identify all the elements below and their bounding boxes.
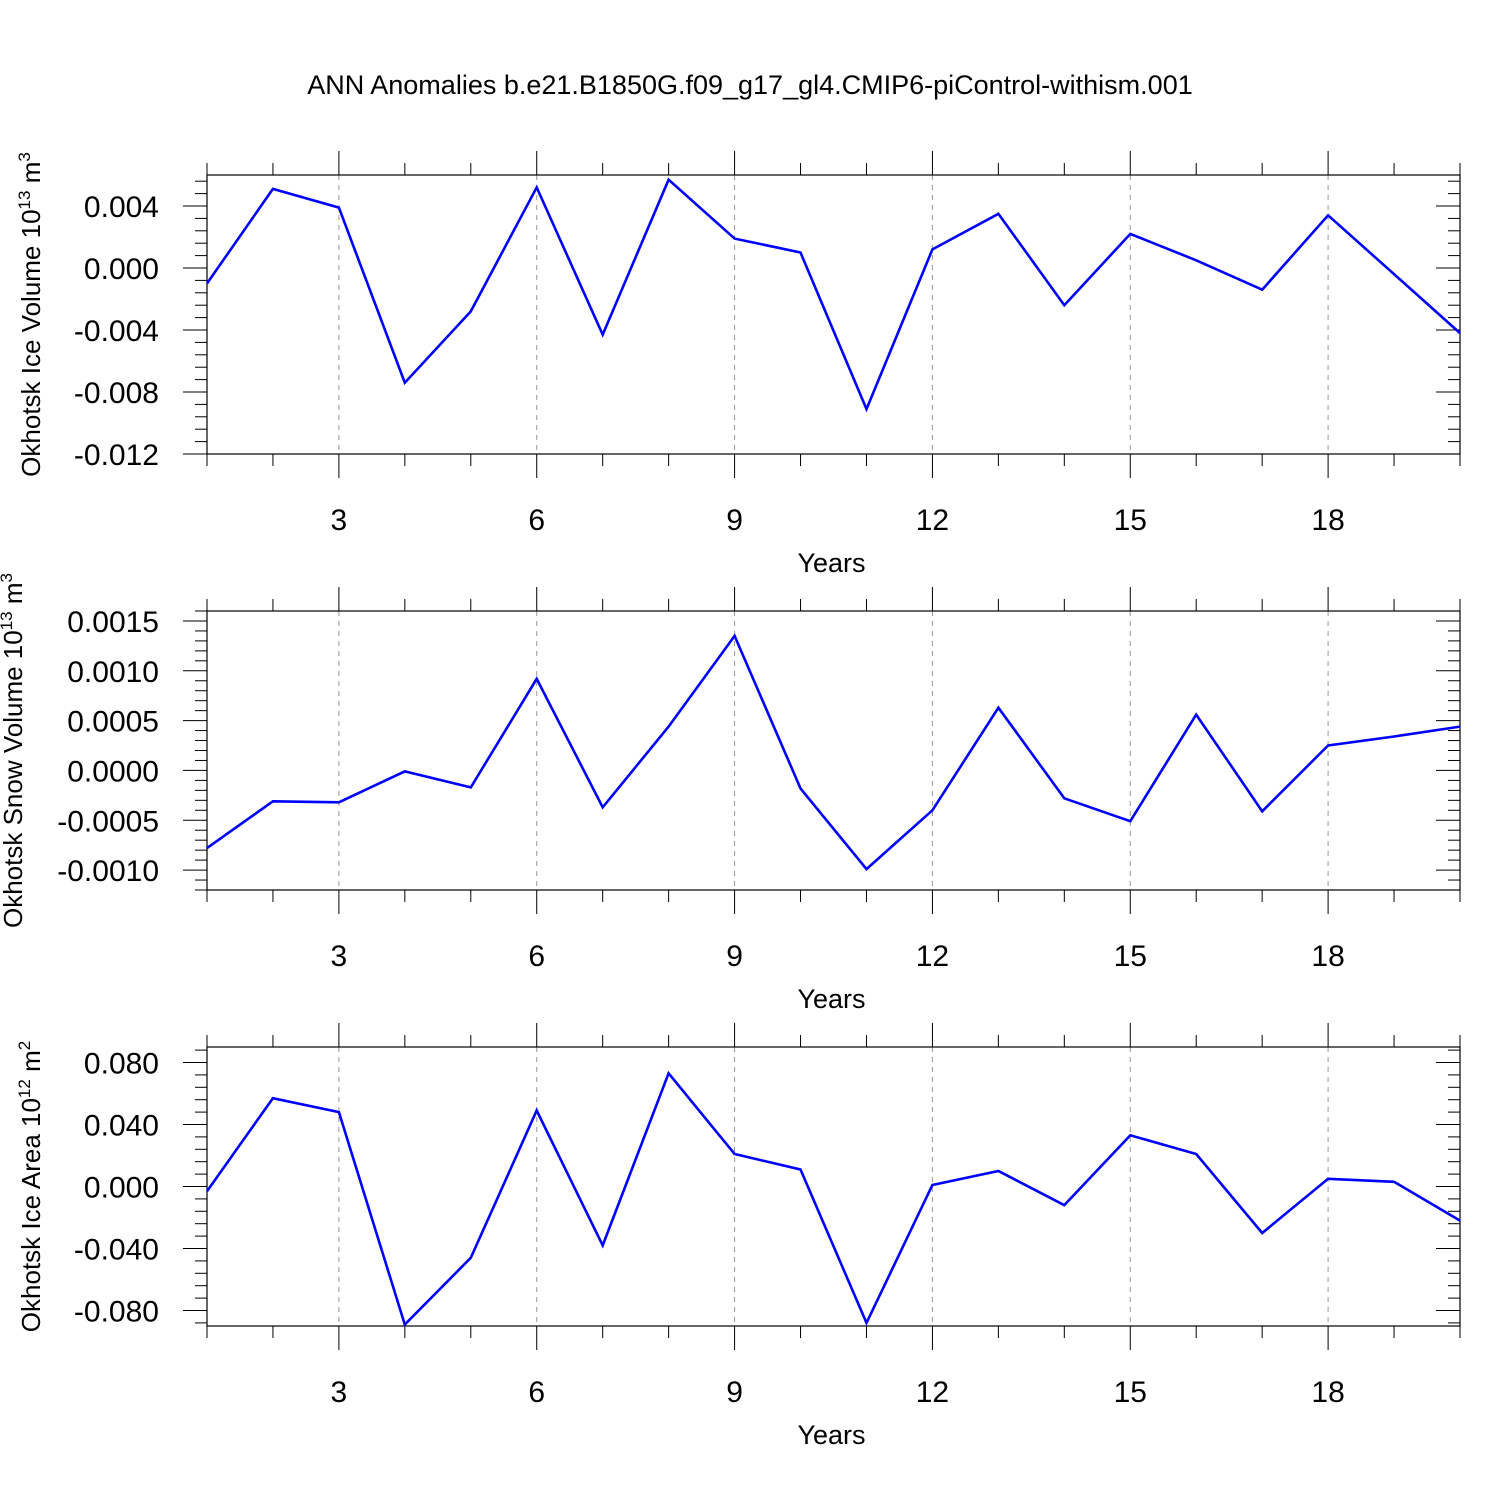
x-axis-label: Years (797, 984, 865, 1014)
series-line (207, 636, 1460, 869)
x-tick-label: 18 (1311, 504, 1344, 537)
y-tick-label: 0.040 (84, 1110, 159, 1143)
y-axis-label-part: Okhotsk Snow Volume 10 (0, 630, 28, 928)
series-line (207, 1073, 1460, 1324)
y-tick-label: 0.0015 (67, 606, 159, 639)
x-tick-label: 9 (726, 504, 743, 537)
figure-title: ANN Anomalies b.e21.B1850G.f09_g17_gl4.C… (0, 70, 1500, 101)
plot-frame (207, 175, 1460, 454)
plot-frame (207, 611, 1460, 890)
y-axis-label-superscript: 13 (15, 191, 34, 210)
y-tick-label: 0.0000 (67, 755, 159, 788)
x-tick-label: 6 (528, 1376, 545, 1409)
x-tick-label: 6 (528, 940, 545, 973)
x-tick-label: 18 (1311, 940, 1344, 973)
x-tick-label: 15 (1114, 940, 1147, 973)
y-axis-label-part: m (16, 162, 46, 191)
y-tick-label: -0.040 (74, 1234, 159, 1267)
y-axis-label-part: Okhotsk Ice Volume 10 (16, 209, 46, 476)
x-tick-label: 15 (1114, 504, 1147, 537)
y-axis-label-superscript: 3 (0, 573, 16, 582)
y-tick-label: -0.008 (74, 377, 159, 410)
y-tick-label: 0.0010 (67, 656, 159, 689)
plot-frame (207, 1047, 1460, 1326)
x-axis-label: Years (797, 548, 865, 578)
y-tick-label: 0.080 (84, 1048, 159, 1081)
chart-panel-3: 3 6 9 12 15 18 Years -0.080 -0.040 0.000 0.040 0.08… (15, 1023, 1460, 1450)
x-tick-label: 15 (1114, 1376, 1147, 1409)
y-axis-label-superscript: 3 (15, 152, 34, 161)
x-tick-label: 12 (916, 504, 949, 537)
series-line (207, 180, 1460, 409)
chart-panel-1: 3 6 9 12 15 18 Years -0.012 -0.008 -0.004 0.000 0.0… (15, 151, 1460, 578)
x-tick-label: 18 (1311, 1376, 1344, 1409)
y-axis-label-part: Okhotsk Ice Area 10 (16, 1098, 46, 1332)
x-tick-label: 6 (528, 504, 545, 537)
y-tick-label: -0.0005 (57, 805, 159, 838)
y-tick-label: -0.004 (74, 315, 159, 348)
y-axis-label: Okhotsk Ice Area 1012 m2 (15, 1041, 46, 1332)
x-tick-label: 3 (331, 504, 348, 537)
x-tick-label: 9 (726, 1376, 743, 1409)
chart-panel-2: 3 6 9 12 15 18 Years -0.0010 -0.0005 0.0000 0.0005… (0, 573, 1460, 1014)
y-axis-label: Okhotsk Ice Volume 1013 m3 (15, 152, 46, 477)
x-tick-label: 3 (331, 1376, 348, 1409)
y-tick-label: -0.0010 (57, 855, 159, 888)
y-axis-label-part: m (16, 1050, 46, 1079)
y-axis-label-superscript: 12 (15, 1079, 34, 1098)
y-tick-label: -0.080 (74, 1296, 159, 1329)
x-tick-label: 12 (916, 1376, 949, 1409)
x-tick-label: 9 (726, 940, 743, 973)
y-tick-label: 0.000 (84, 1172, 159, 1205)
y-tick-label: 0.000 (84, 253, 159, 286)
y-axis-label: Okhotsk Snow Volume 1013 m3 (0, 573, 28, 928)
y-axis-label-superscript: 13 (0, 611, 16, 630)
y-axis-label-part: m (0, 582, 28, 611)
y-tick-label: -0.012 (74, 439, 159, 472)
x-tick-label: 3 (331, 940, 348, 973)
y-axis-label-superscript: 2 (15, 1041, 34, 1050)
y-tick-label: 0.004 (84, 191, 159, 224)
x-tick-label: 12 (916, 940, 949, 973)
x-axis-label: Years (797, 1420, 865, 1450)
y-tick-label: 0.0005 (67, 706, 159, 739)
